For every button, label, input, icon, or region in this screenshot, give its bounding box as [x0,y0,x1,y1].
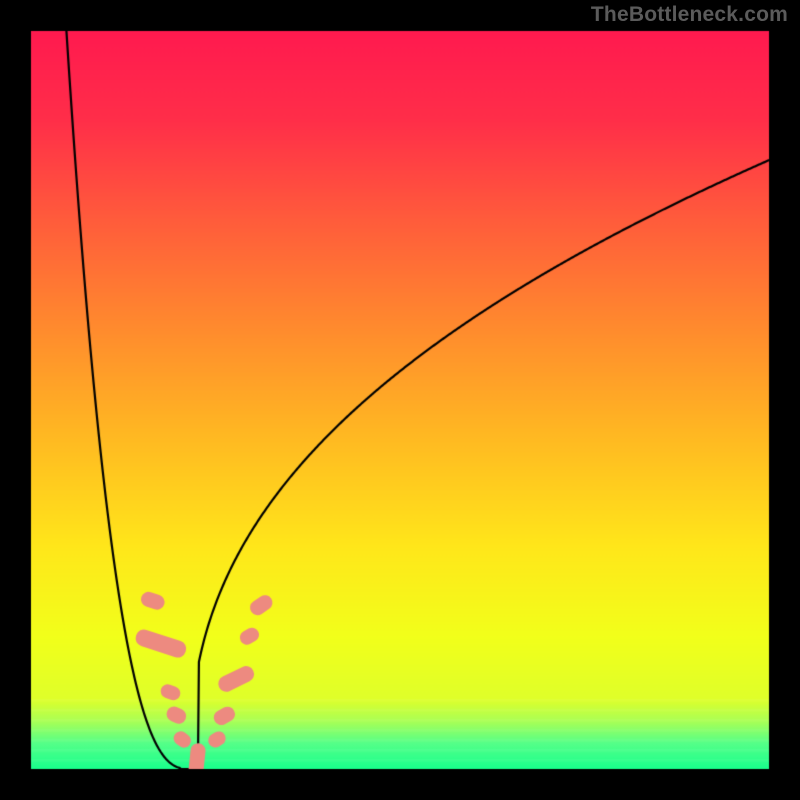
watermark-text: TheBottleneck.com [591,3,788,27]
bottleneck-chart-canvas [0,0,800,800]
chart-stage: TheBottleneck.com [0,0,800,800]
